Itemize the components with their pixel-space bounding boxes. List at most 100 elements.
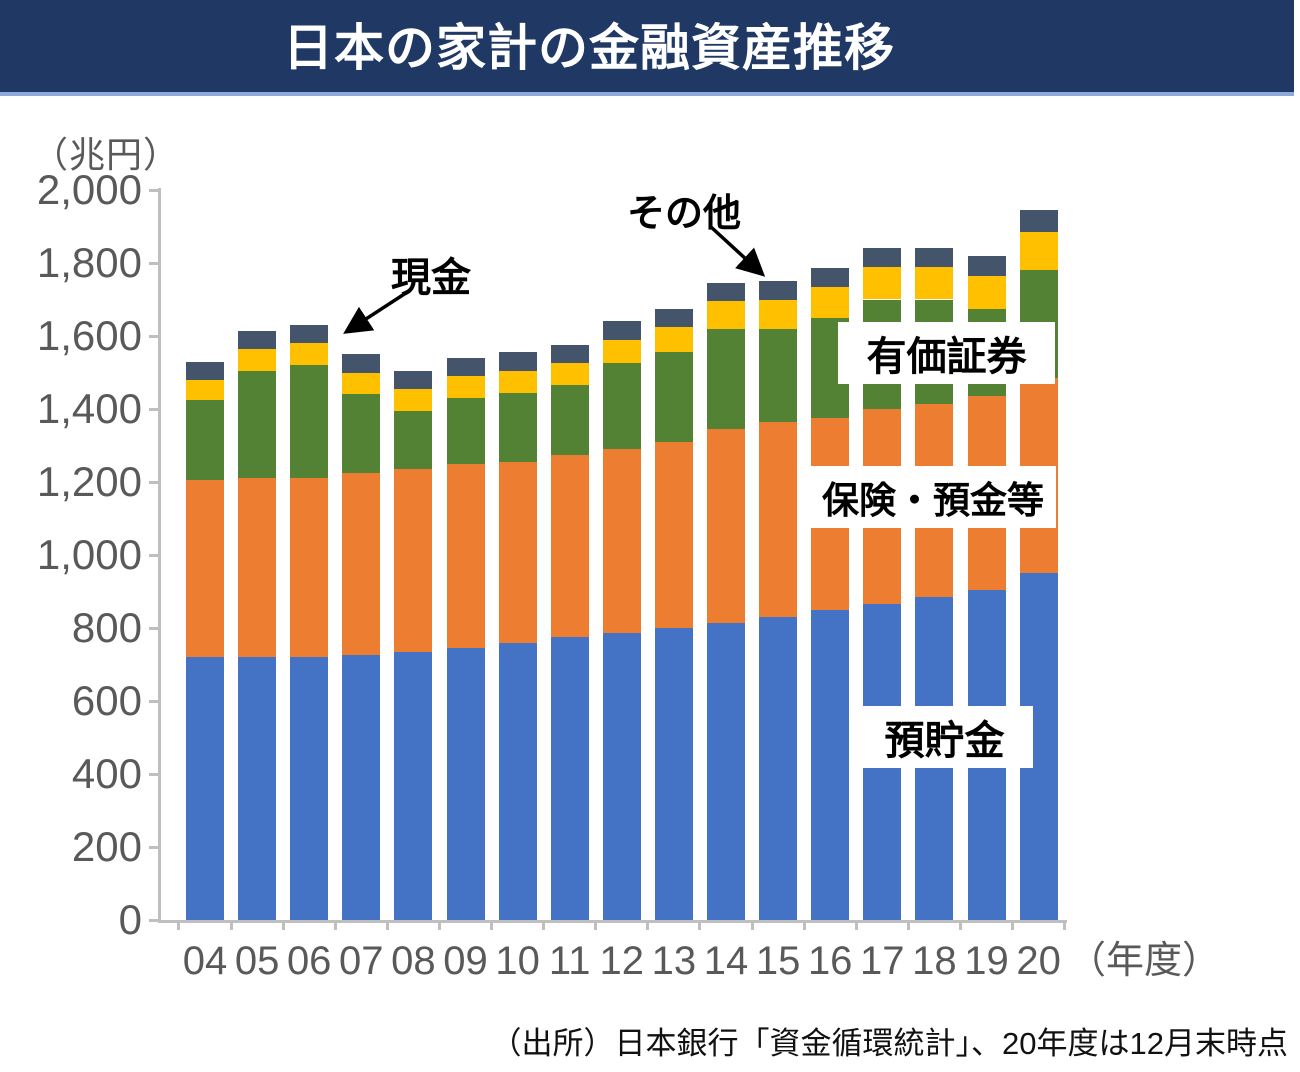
- x-axis-tick: [437, 921, 441, 930]
- title-bar: 日本の家計の金融資産推移: [0, 0, 1294, 96]
- bar-segment-その他: [394, 370, 433, 389]
- bar-segment-その他: [811, 268, 850, 287]
- x-category-label: 15: [755, 939, 801, 983]
- bar-segment-その他: [863, 248, 902, 267]
- bar-segment-保険・預金等: [498, 461, 537, 643]
- bar-segment-その他: [446, 357, 485, 377]
- y-axis-tick: [149, 699, 158, 703]
- y-tick-label: 1,000: [36, 531, 142, 578]
- y-tick-label: 1,600: [36, 312, 142, 359]
- bar-segment-その他: [342, 354, 381, 373]
- x-axis-tick: [229, 921, 233, 930]
- series-label-securities: 有価証券: [838, 322, 1055, 384]
- bar-segment-現金: [811, 286, 850, 318]
- bar-segment-現金: [915, 266, 954, 300]
- bar-segment-現金: [602, 339, 641, 364]
- y-axis-tick: [149, 407, 158, 411]
- bar-segment-その他: [759, 281, 798, 300]
- y-tick-label: 1,800: [36, 239, 142, 286]
- bar-segment-預貯金: [342, 655, 381, 920]
- y-tick-label: 400: [71, 750, 142, 797]
- bar-segment-その他: [967, 255, 1006, 276]
- x-axis-tick: [281, 921, 285, 930]
- x-category-label: 12: [599, 939, 645, 983]
- bar-segment-保険・預金等: [550, 454, 589, 638]
- x-category-label: 08: [391, 939, 436, 983]
- bar-segment-保険・預金等: [342, 472, 381, 656]
- x-axis-tick: [1063, 921, 1067, 930]
- bar-segment-有価証券: [707, 328, 745, 430]
- y-tick-label: 200: [71, 823, 142, 870]
- bar-segment-有価証券: [602, 363, 641, 450]
- bar-segment-保険・預金等: [290, 478, 329, 658]
- x-category-label: 19: [964, 939, 1009, 983]
- x-category-label: 09: [443, 939, 488, 983]
- x-category-label: 20: [1016, 939, 1061, 983]
- x-category-label: 10: [495, 939, 540, 983]
- y-axis-tick: [149, 626, 158, 630]
- bar-segment-預貯金: [707, 622, 745, 920]
- bar-segment-有価証券: [654, 352, 693, 442]
- bar-segment-保険・預金等: [759, 421, 798, 618]
- x-category-label: 16: [807, 939, 853, 983]
- y-axis-unit-label: （兆円）: [32, 134, 181, 175]
- source-note: （出所）日本銀行「資金循環統計」、20年度は12月末時点: [490, 1026, 1288, 1061]
- bar-segment-現金: [498, 370, 537, 393]
- bar-segment-現金: [863, 266, 902, 300]
- bar-segment-現金: [654, 326, 693, 353]
- bar-segment-有価証券: [759, 328, 798, 422]
- x-category-label: 17: [860, 939, 905, 983]
- bar-segment-現金: [238, 348, 277, 371]
- bar-segment-現金: [550, 363, 589, 386]
- x-axis-tick: [385, 921, 389, 930]
- x-axis-tick: [906, 921, 910, 930]
- bar-segment-預貯金: [238, 657, 277, 920]
- bar-segment-預貯金: [550, 637, 589, 920]
- y-tick-label: 600: [71, 677, 142, 724]
- bar-segment-現金: [707, 301, 745, 329]
- bar-segment-その他: [498, 352, 537, 371]
- series-label-insurance: 保険・預金等: [810, 466, 1056, 528]
- bar-segment-現金: [290, 343, 329, 366]
- bar-segment-現金: [1019, 231, 1058, 271]
- bar-segment-保険・預金等: [238, 478, 277, 658]
- bar-segment-その他: [602, 321, 641, 340]
- x-category-label: 18: [912, 939, 957, 983]
- bar-segment-保険・預金等: [602, 449, 641, 634]
- x-category-label: 05: [234, 939, 280, 983]
- bar-segment-有価証券: [342, 394, 381, 473]
- bar-segment-その他: [238, 330, 277, 349]
- x-axis-tick: [333, 921, 337, 930]
- x-category-label: 14: [703, 939, 749, 983]
- bar-segment-保険・預金等: [186, 480, 224, 658]
- bar-segment-その他: [915, 248, 954, 267]
- y-tick-label: 1,200: [36, 458, 142, 505]
- bar-segment-預貯金: [186, 657, 224, 920]
- bar-segment-その他: [550, 345, 589, 364]
- x-category-label: 06: [286, 939, 332, 983]
- y-axis-tick: [149, 334, 158, 338]
- bar-segment-預貯金: [654, 628, 693, 920]
- bar-segment-現金: [759, 299, 798, 329]
- y-axis-line: [158, 188, 161, 922]
- x-axis-suffix-label: （年度）: [1068, 940, 1221, 982]
- bar-segment-その他: [654, 308, 693, 327]
- x-category-label: 07: [339, 939, 384, 983]
- bar-segment-預貯金: [446, 648, 485, 920]
- x-axis-tick: [698, 921, 702, 930]
- bar-segment-現金: [967, 275, 1006, 309]
- bar-segment-その他: [1019, 210, 1058, 232]
- bar-segment-その他: [186, 361, 224, 380]
- series-label-deposits: 預貯金: [856, 706, 1033, 768]
- x-category-label: 11: [548, 939, 591, 983]
- bar-segment-有価証券: [186, 399, 224, 481]
- bar-segment-その他: [290, 325, 329, 344]
- bar-segment-その他: [707, 283, 745, 302]
- x-axis-tick: [542, 921, 546, 930]
- x-axis-tick: [490, 921, 494, 930]
- x-axis-tick: [646, 921, 650, 930]
- y-axis-tick: [149, 480, 158, 484]
- annotation-cash: 現金: [391, 256, 471, 300]
- bar-segment-有価証券: [394, 410, 433, 470]
- x-category-label: 04: [182, 939, 228, 983]
